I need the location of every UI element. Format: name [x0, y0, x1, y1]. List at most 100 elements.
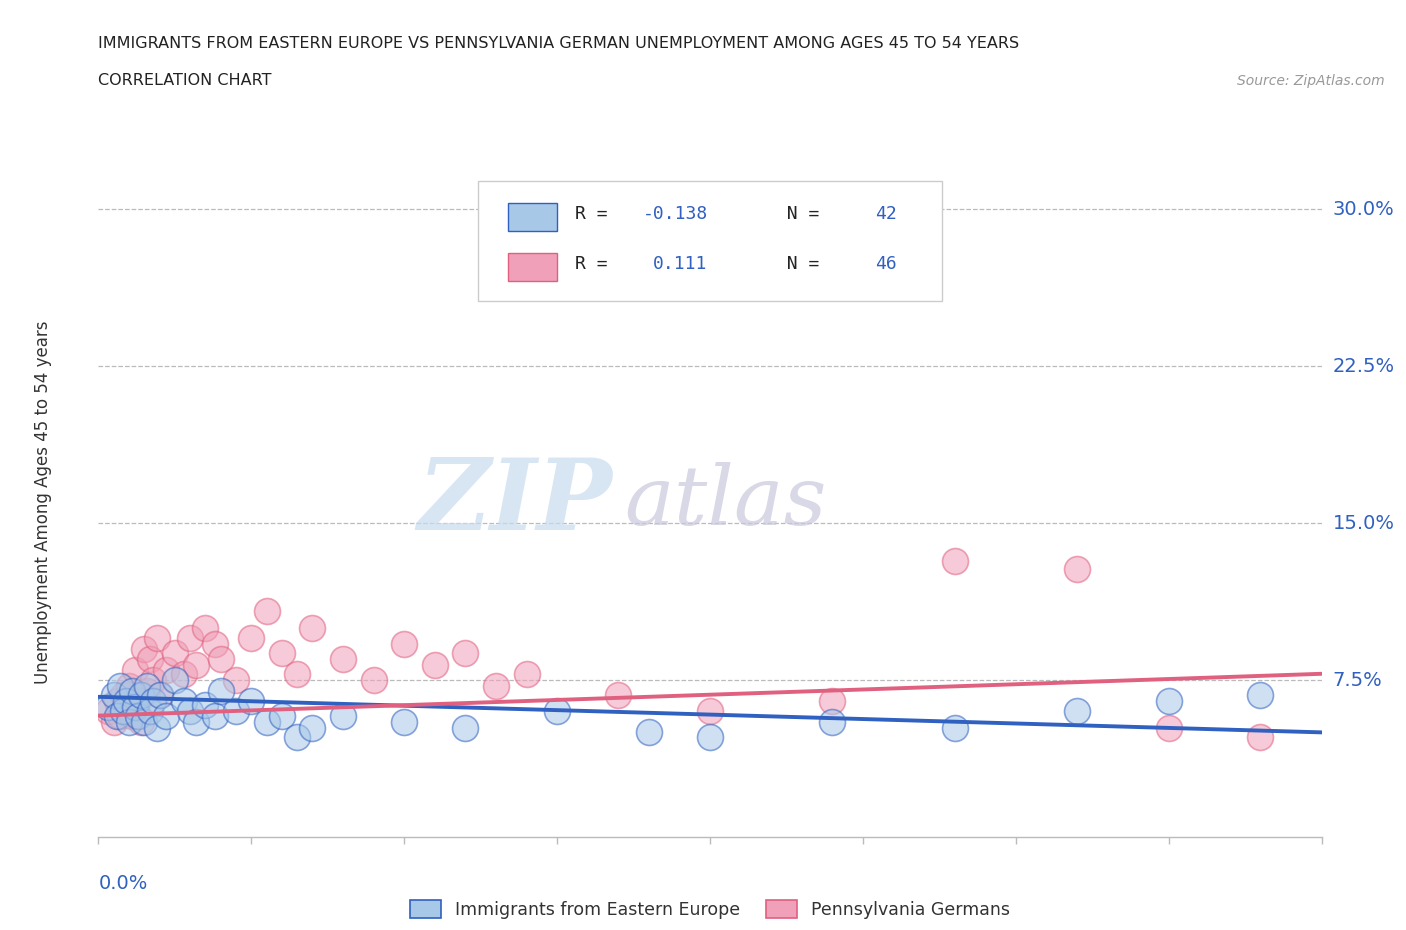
Point — [136, 679, 159, 694]
Point — [186, 714, 208, 729]
Point — [139, 704, 162, 719]
Point — [179, 631, 201, 645]
Point — [454, 645, 477, 660]
Point — [285, 729, 308, 744]
FancyBboxPatch shape — [478, 180, 942, 301]
Point — [392, 714, 416, 729]
Point — [103, 687, 125, 702]
Point — [124, 662, 146, 677]
Point — [516, 666, 538, 681]
Point — [105, 709, 128, 724]
Point — [155, 709, 177, 724]
Point — [256, 714, 278, 729]
Point — [546, 265, 568, 280]
Point — [1249, 687, 1271, 702]
Point — [105, 694, 128, 709]
Point — [423, 658, 446, 673]
Point — [225, 704, 247, 719]
Point — [256, 604, 278, 618]
Point — [943, 553, 966, 568]
Text: 0.111: 0.111 — [652, 256, 707, 273]
Point — [546, 704, 568, 719]
Point — [127, 694, 149, 709]
Point — [332, 709, 354, 724]
Point — [163, 645, 186, 660]
FancyBboxPatch shape — [508, 253, 557, 281]
Point — [134, 714, 156, 729]
Point — [699, 704, 721, 719]
Point — [454, 721, 477, 736]
Point — [204, 709, 226, 724]
Point — [145, 721, 167, 736]
Point — [149, 687, 172, 702]
Point — [821, 694, 844, 709]
Point — [943, 721, 966, 736]
Text: R =: R = — [575, 256, 630, 273]
Point — [240, 631, 263, 645]
Point — [173, 666, 195, 681]
Point — [115, 700, 138, 715]
Point — [1157, 721, 1180, 736]
Point — [270, 645, 292, 660]
Text: -0.138: -0.138 — [643, 206, 709, 223]
Legend: Immigrants from Eastern Europe, Pennsylvania Germans: Immigrants from Eastern Europe, Pennsylv… — [409, 900, 1011, 919]
Point — [97, 700, 120, 715]
Point — [124, 700, 146, 715]
Point — [1249, 729, 1271, 744]
Point — [142, 694, 165, 709]
Point — [149, 687, 172, 702]
Text: 22.5%: 22.5% — [1333, 357, 1395, 376]
Point — [136, 683, 159, 698]
Text: N =: N = — [765, 256, 831, 273]
Point — [139, 652, 162, 667]
Point — [129, 687, 152, 702]
Point — [163, 672, 186, 687]
Point — [134, 642, 156, 657]
Point — [121, 683, 143, 698]
Point — [115, 694, 138, 709]
Point — [179, 704, 201, 719]
Point — [118, 714, 141, 729]
Point — [392, 637, 416, 652]
Point — [209, 683, 232, 698]
Point — [108, 709, 131, 724]
Point — [270, 709, 292, 724]
Point — [301, 620, 323, 635]
Text: R =: R = — [575, 206, 619, 223]
FancyBboxPatch shape — [508, 203, 557, 231]
Point — [155, 662, 177, 677]
Point — [363, 672, 385, 687]
Text: 42: 42 — [875, 206, 897, 223]
Point — [121, 709, 143, 724]
Point — [1157, 694, 1180, 709]
Point — [142, 672, 165, 687]
Point — [194, 698, 217, 712]
Text: 0.0%: 0.0% — [98, 874, 148, 893]
Point — [225, 672, 247, 687]
Text: 46: 46 — [875, 256, 897, 273]
Point — [173, 694, 195, 709]
Text: ZIP: ZIP — [418, 454, 612, 551]
Point — [209, 652, 232, 667]
Text: 15.0%: 15.0% — [1333, 513, 1395, 533]
Point — [637, 725, 661, 740]
Point — [103, 714, 125, 729]
Point — [240, 694, 263, 709]
Point — [194, 620, 217, 635]
Point — [118, 679, 141, 694]
Point — [821, 714, 844, 729]
Text: atlas: atlas — [624, 462, 827, 542]
Point — [129, 714, 152, 729]
Point — [186, 658, 208, 673]
Point — [607, 687, 630, 702]
Point — [127, 709, 149, 724]
Point — [97, 704, 120, 719]
Point — [111, 687, 134, 702]
Point — [204, 637, 226, 652]
Text: Unemployment Among Ages 45 to 54 years: Unemployment Among Ages 45 to 54 years — [34, 321, 52, 684]
Point — [1066, 704, 1088, 719]
Point — [145, 631, 167, 645]
Point — [485, 679, 508, 694]
Point — [332, 652, 354, 667]
Point — [108, 679, 131, 694]
